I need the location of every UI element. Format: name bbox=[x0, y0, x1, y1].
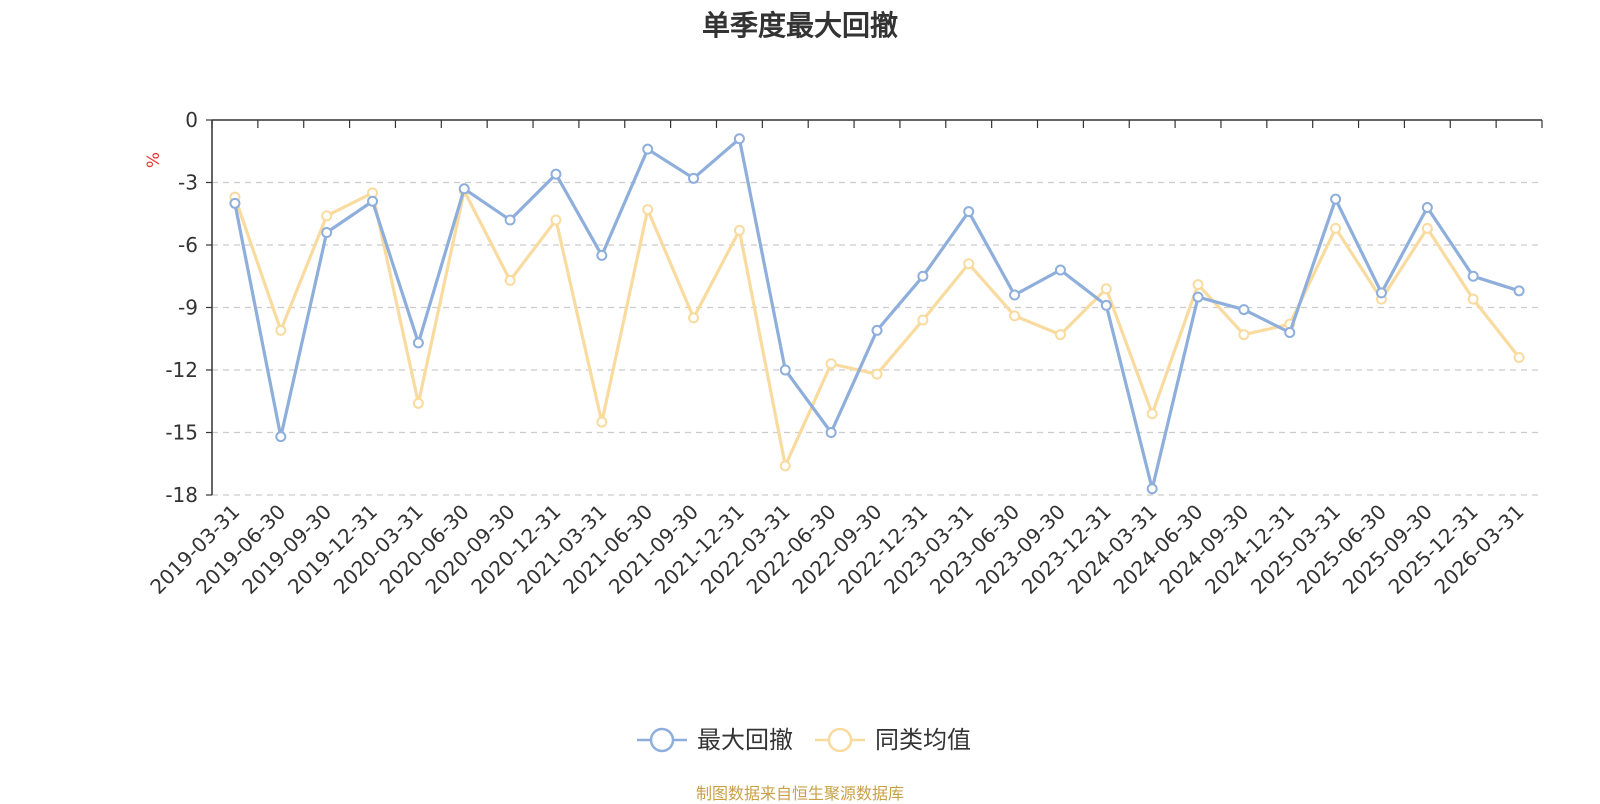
data-point[interactable] bbox=[1375, 287, 1387, 299]
data-point[interactable] bbox=[779, 460, 791, 472]
series-1 bbox=[229, 133, 1525, 495]
data-point[interactable] bbox=[688, 312, 700, 324]
legend-label: 最大回撤 bbox=[697, 726, 793, 754]
data-point[interactable] bbox=[321, 210, 333, 222]
data-point[interactable] bbox=[871, 368, 883, 380]
data-point[interactable] bbox=[825, 358, 837, 370]
data-point[interactable] bbox=[412, 397, 424, 409]
data-point[interactable] bbox=[688, 172, 700, 184]
data-point[interactable] bbox=[871, 324, 883, 336]
grid-lines bbox=[212, 181, 1542, 496]
data-point[interactable] bbox=[1009, 289, 1021, 301]
data-point[interactable] bbox=[504, 274, 516, 286]
data-point[interactable] bbox=[1192, 279, 1204, 291]
y-tick-label: -3 bbox=[178, 171, 198, 195]
data-point[interactable] bbox=[1192, 291, 1204, 303]
data-point[interactable] bbox=[596, 416, 608, 428]
data-point[interactable] bbox=[963, 258, 975, 270]
data-point[interactable] bbox=[1146, 483, 1158, 495]
legend-item[interactable]: 最大回撤 bbox=[637, 726, 793, 754]
data-point[interactable] bbox=[963, 206, 975, 218]
data-point[interactable] bbox=[825, 427, 837, 438]
data-point[interactable] bbox=[1054, 264, 1066, 276]
chart-title: 单季度最大回撤 bbox=[701, 9, 898, 42]
series-group bbox=[229, 133, 1525, 495]
data-point[interactable] bbox=[550, 214, 562, 226]
data-point[interactable] bbox=[1238, 329, 1250, 341]
data-point[interactable] bbox=[642, 143, 654, 155]
data-point[interactable] bbox=[412, 337, 424, 349]
data-point[interactable] bbox=[642, 204, 654, 216]
legend-label: 同类均值 bbox=[875, 726, 971, 754]
data-point[interactable] bbox=[1421, 222, 1433, 234]
source-note: 制图数据来自恒生聚源数据库 bbox=[695, 784, 904, 803]
data-point[interactable] bbox=[550, 168, 562, 180]
y-tick-label: 0 bbox=[185, 108, 198, 132]
y-tick-label: -15 bbox=[165, 421, 198, 445]
y-tick-label: -12 bbox=[165, 358, 198, 382]
data-point[interactable] bbox=[1513, 285, 1525, 297]
data-point[interactable] bbox=[596, 249, 608, 261]
data-point[interactable] bbox=[1421, 202, 1433, 213]
data-point[interactable] bbox=[1009, 310, 1021, 322]
data-point[interactable] bbox=[275, 431, 287, 443]
legend-item[interactable]: 同类均值 bbox=[815, 726, 971, 754]
legend-circle-icon bbox=[649, 727, 675, 753]
data-point[interactable] bbox=[1467, 270, 1479, 282]
data-point[interactable] bbox=[917, 314, 929, 326]
y-tick-label: -18 bbox=[165, 483, 198, 507]
data-point[interactable] bbox=[275, 324, 287, 336]
data-point[interactable] bbox=[1100, 283, 1112, 295]
data-point[interactable] bbox=[1238, 304, 1250, 316]
data-point[interactable] bbox=[779, 364, 791, 376]
axes: 0-3-6-9-12-15-18%2019-03-312019-06-30201… bbox=[144, 108, 1543, 599]
legend-circle-icon bbox=[827, 727, 853, 753]
data-point[interactable] bbox=[733, 133, 745, 145]
data-point[interactable] bbox=[1054, 329, 1066, 341]
data-point[interactable] bbox=[229, 197, 241, 209]
data-point[interactable] bbox=[321, 227, 333, 238]
data-point[interactable] bbox=[1330, 193, 1342, 205]
data-point[interactable] bbox=[367, 195, 379, 207]
data-point[interactable] bbox=[1467, 293, 1479, 305]
data-point[interactable] bbox=[1284, 327, 1296, 338]
data-point[interactable] bbox=[917, 270, 929, 282]
data-point[interactable] bbox=[1330, 222, 1342, 234]
data-point[interactable] bbox=[1100, 299, 1112, 311]
series-line bbox=[233, 137, 1520, 491]
data-point[interactable] bbox=[1146, 408, 1158, 420]
data-point[interactable] bbox=[458, 183, 470, 195]
legend[interactable]: 最大回撤 同类均值 bbox=[637, 726, 971, 754]
data-point[interactable] bbox=[733, 224, 745, 236]
y-tick-label: -6 bbox=[178, 233, 198, 257]
data-point[interactable] bbox=[1513, 352, 1525, 363]
y-tick-label: -9 bbox=[178, 296, 198, 320]
y-axis-label: % bbox=[144, 152, 164, 168]
data-point[interactable] bbox=[504, 214, 516, 226]
